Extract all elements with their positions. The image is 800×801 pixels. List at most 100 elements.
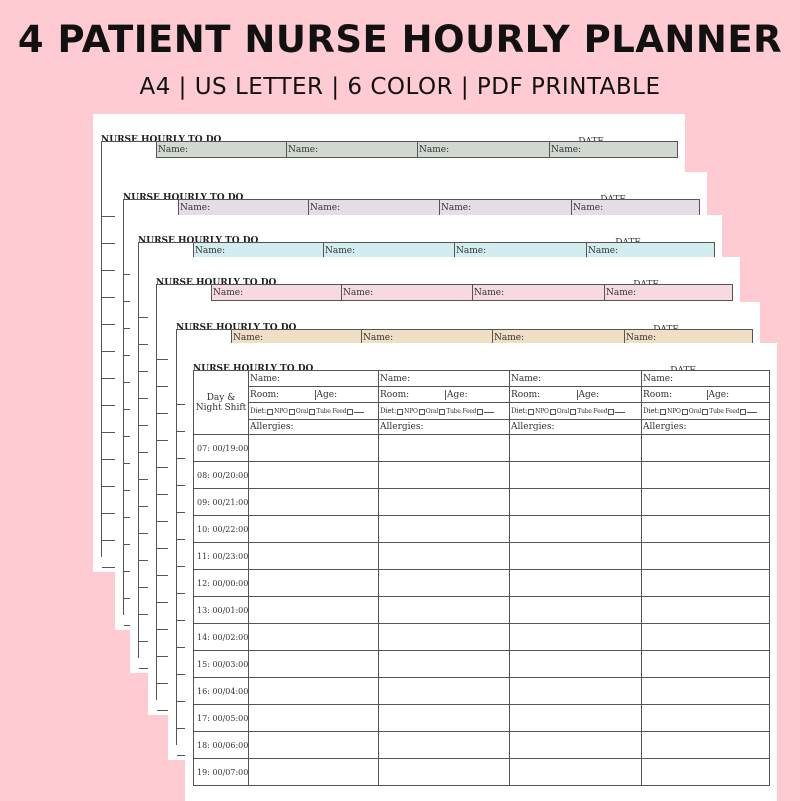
diet-checkbox[interactable]	[740, 408, 747, 415]
allergies-field[interactable]: Allergies:	[248, 419, 379, 435]
patient-name-field[interactable]: Name:	[549, 141, 678, 158]
patient-name-field[interactable]: Name:	[641, 370, 770, 387]
hour-task-cell[interactable]	[509, 434, 642, 462]
hour-task-cell[interactable]	[509, 542, 642, 570]
hour-task-cell[interactable]	[509, 596, 642, 624]
diet-other-line[interactable]	[354, 407, 365, 413]
hour-task-cell[interactable]	[509, 488, 642, 516]
hour-task-cell[interactable]	[641, 434, 770, 462]
hour-task-cell[interactable]	[378, 704, 510, 732]
patient-name-field[interactable]: Name:	[417, 141, 550, 158]
hour-task-cell[interactable]	[509, 623, 642, 651]
patient-name-field[interactable]: Name:	[624, 329, 753, 346]
hour-task-cell[interactable]	[509, 515, 642, 543]
hour-task-cell[interactable]	[641, 488, 770, 516]
diet-checkbox[interactable]	[549, 408, 556, 415]
patient-name-field[interactable]: Name:	[308, 199, 440, 216]
hour-task-cell[interactable]	[248, 461, 379, 489]
allergies-field[interactable]: Allergies:	[641, 419, 770, 435]
hour-task-cell[interactable]	[248, 596, 379, 624]
diet-other-line[interactable]	[615, 407, 626, 413]
diet-other-line[interactable]	[747, 407, 758, 413]
age-field[interactable]: Age:	[708, 389, 730, 400]
hour-task-cell[interactable]	[248, 515, 379, 543]
allergies-field[interactable]: Allergies:	[509, 419, 642, 435]
hour-task-cell[interactable]	[641, 650, 770, 678]
patient-name-field[interactable]: Name:	[472, 284, 605, 301]
diet-checkbox[interactable]	[347, 408, 354, 415]
hour-task-cell[interactable]	[378, 461, 510, 489]
hour-task-cell[interactable]	[641, 758, 770, 786]
diet-checkbox[interactable]	[477, 408, 484, 415]
hour-task-cell[interactable]	[641, 542, 770, 570]
allergies-field[interactable]: Allergies:	[378, 419, 510, 435]
diet-checkbox[interactable]	[608, 408, 615, 415]
diet-checkbox[interactable]	[267, 408, 274, 415]
hour-task-cell[interactable]	[248, 434, 379, 462]
hour-task-cell[interactable]	[509, 569, 642, 597]
hour-task-cell[interactable]	[641, 677, 770, 705]
hour-task-cell[interactable]	[248, 542, 379, 570]
room-field[interactable]: Room:	[643, 389, 708, 400]
hour-task-cell[interactable]	[378, 758, 510, 786]
hour-task-cell[interactable]	[378, 515, 510, 543]
hour-task-cell[interactable]	[248, 488, 379, 516]
hour-task-cell[interactable]	[641, 623, 770, 651]
hour-task-cell[interactable]	[641, 596, 770, 624]
patient-name-field[interactable]: Name:	[439, 199, 572, 216]
diet-checkbox[interactable]	[528, 408, 535, 415]
hour-task-cell[interactable]	[641, 704, 770, 732]
hour-task-cell[interactable]	[248, 704, 379, 732]
hour-task-cell[interactable]	[509, 677, 642, 705]
diet-checkbox[interactable]	[397, 408, 404, 415]
hour-task-cell[interactable]	[378, 569, 510, 597]
hour-task-cell[interactable]	[641, 461, 770, 489]
hour-task-cell[interactable]	[641, 515, 770, 543]
room-field[interactable]: Room:	[380, 389, 446, 400]
hour-task-cell[interactable]	[378, 542, 510, 570]
hour-task-cell[interactable]	[378, 596, 510, 624]
patient-name-field[interactable]: Name:	[323, 242, 455, 259]
hour-task-cell[interactable]	[378, 488, 510, 516]
patient-name-field[interactable]: Name:	[178, 199, 309, 216]
hour-task-cell[interactable]	[248, 623, 379, 651]
hour-task-cell[interactable]	[378, 650, 510, 678]
hour-task-cell[interactable]	[509, 758, 642, 786]
diet-checkbox[interactable]	[660, 408, 667, 415]
hour-task-cell[interactable]	[248, 731, 379, 759]
diet-checkbox[interactable]	[309, 408, 316, 415]
hour-task-cell[interactable]	[248, 677, 379, 705]
hour-task-cell[interactable]	[248, 569, 379, 597]
diet-checkbox[interactable]	[288, 408, 295, 415]
patient-name-field[interactable]: Name:	[378, 370, 510, 387]
age-field[interactable]: Age:	[447, 389, 468, 400]
hour-task-cell[interactable]	[509, 731, 642, 759]
age-field[interactable]: Age:	[578, 389, 600, 400]
hour-task-cell[interactable]	[509, 704, 642, 732]
hour-task-cell[interactable]	[509, 650, 642, 678]
hour-task-cell[interactable]	[509, 461, 642, 489]
patient-name-field[interactable]: Name:	[341, 284, 473, 301]
patient-name-field[interactable]: Name:	[211, 284, 342, 301]
hour-task-cell[interactable]	[641, 731, 770, 759]
hour-task-cell[interactable]	[378, 677, 510, 705]
diet-checkbox[interactable]	[681, 408, 688, 415]
hour-task-cell[interactable]	[248, 758, 379, 786]
patient-name-field[interactable]: Name:	[286, 141, 418, 158]
patient-name-field[interactable]: Name:	[248, 370, 379, 387]
diet-checkbox[interactable]	[702, 408, 709, 415]
age-field[interactable]: Age:	[316, 389, 338, 400]
hour-task-cell[interactable]	[248, 650, 379, 678]
diet-checkbox[interactable]	[570, 408, 577, 415]
patient-name-field[interactable]: Name:	[509, 370, 642, 387]
hour-task-cell[interactable]	[378, 434, 510, 462]
diet-checkbox[interactable]	[418, 408, 425, 415]
diet-other-line[interactable]	[484, 407, 495, 413]
hour-task-cell[interactable]	[378, 623, 510, 651]
hour-task-cell[interactable]	[641, 569, 770, 597]
patient-name-field[interactable]: Name:	[156, 141, 287, 158]
room-field[interactable]: Room:	[250, 389, 316, 400]
patient-name-field[interactable]: Name:	[571, 199, 700, 216]
patient-name-field[interactable]: Name:	[604, 284, 733, 301]
patient-name-field[interactable]: Name:	[231, 329, 362, 346]
